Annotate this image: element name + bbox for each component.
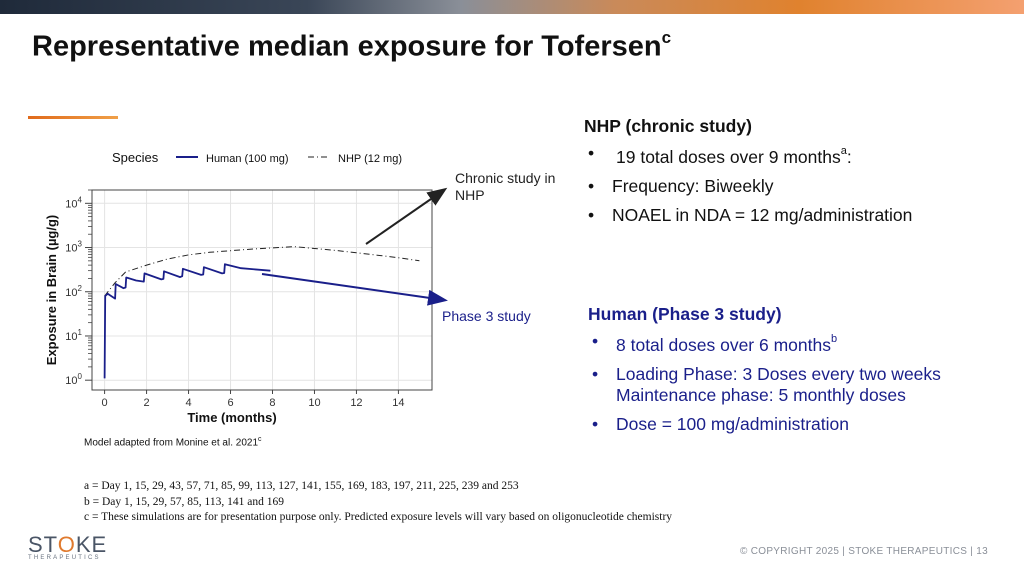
nhp-item-frequency-text: Frequency: Biweekly xyxy=(612,175,774,196)
nhp-callout-label: Chronic study in NHP xyxy=(455,170,555,204)
series-line-human xyxy=(103,263,271,379)
nhp-item-frequency: • Frequency: Biweekly xyxy=(584,176,912,197)
y-axis-label: Exposure in Brain (µg/g) xyxy=(44,215,59,366)
footnote-b: b = Day 1, 15, 29, 57, 85, 113, 141 and … xyxy=(84,495,284,508)
nhp-panel: NHP (chronic study) • 19 total doses over… xyxy=(584,116,912,234)
stoke-logo-word: STOKE xyxy=(28,532,107,558)
x-tick-label: 6 xyxy=(227,397,233,409)
x-tick-label: 10 xyxy=(308,397,320,409)
human-item-dose: • Dose = 100 mg/administration xyxy=(588,414,941,435)
bullet-dot: • xyxy=(592,413,599,434)
legend-title: Species xyxy=(112,150,159,165)
nhp-item-doses-sup: a xyxy=(840,145,847,157)
y-tick-label: 103 xyxy=(65,240,82,255)
bullet-dot: • xyxy=(588,175,595,196)
y-tick-label: 104 xyxy=(65,195,82,210)
footnotes: a = Day 1, 15, 29, 43, 57, 71, 85, 99, 1… xyxy=(84,479,672,526)
footnote-c: c = These simulations are for presentati… xyxy=(84,511,673,523)
series-line-nhp xyxy=(104,246,420,297)
human-panel: Human (Phase 3 study) • 8 total doses ove… xyxy=(588,304,941,443)
slide-title-sup: c xyxy=(661,28,672,47)
footnote-a: a = Day 1, 15, 29, 43, 57, 71, 85, 99, 1… xyxy=(84,480,519,492)
model-note: Model adapted from Monine et al. 2021c xyxy=(84,436,262,448)
chart-plot-area: 0 2 4 6 8 10 12 14 100 101 102 103 104 Time (months) E… xyxy=(44,189,433,425)
footer-copyright: © COPYRIGHT 2025 | STOKE THERAPEUTICS | … xyxy=(739,546,988,557)
bullet-dot: • xyxy=(588,143,595,163)
human-item-doses-text: 8 total doses over 6 months xyxy=(616,334,831,355)
human-panel-heading: Human (Phase 3 study) xyxy=(588,304,782,324)
slide-title: Representative median exposure for Tofer… xyxy=(32,28,672,64)
y-tick-label: 102 xyxy=(65,284,82,299)
logo-word-o: O xyxy=(57,532,76,557)
logo-word-end: KE xyxy=(75,532,108,557)
y-tick-label: 101 xyxy=(65,328,82,343)
nhp-item-noael: • NOAEL in NDA = 12 mg/administration xyxy=(584,205,912,226)
y-tick-label: 100 xyxy=(65,372,82,387)
stoke-logo-sub: THERAPEUTICS xyxy=(28,555,101,561)
nhp-item-doses: • 19 total doses over 9 monthsa: xyxy=(584,143,912,168)
human-callout-label: Phase 3 study xyxy=(442,308,531,324)
plot-background xyxy=(92,190,432,390)
x-tick-label: 0 xyxy=(102,397,108,409)
bullet-dot: • xyxy=(588,204,595,225)
chart-legend: Species Human (100 mg) NHP (12 mg) xyxy=(112,150,402,165)
logo-word-start: ST xyxy=(28,532,58,557)
x-tick-label: 8 xyxy=(269,397,275,409)
human-panel-list: • 8 total doses over 6 monthsb • Loading P… xyxy=(588,331,941,435)
nhp-callout-line1: Chronic study in xyxy=(455,170,556,186)
nhp-item-noael-text: NOAEL in NDA = 12 mg/administration xyxy=(612,204,913,225)
human-item-doses-sup: b xyxy=(830,333,838,345)
model-note-text: Model adapted from Monine et al. 2021 xyxy=(84,437,258,449)
stoke-logo: STOKE THERAPEUTICS xyxy=(28,532,107,561)
human-item-doses: • 8 total doses over 6 monthsb xyxy=(588,331,941,356)
nhp-panel-heading: NHP (chronic study) xyxy=(584,116,752,136)
x-tick-label: 4 xyxy=(185,397,191,409)
x-axis-label: Time (months) xyxy=(187,410,276,425)
nhp-panel-list: • 19 total doses over 9 monthsa: • Frequen… xyxy=(584,143,912,226)
human-item-maintenance-text: Maintenance phase: 5 monthly doses xyxy=(616,384,906,405)
human-item-phases: • Loading Phase: 3 Doses every two weeks M… xyxy=(588,364,941,406)
nhp-callout-line2: NHP xyxy=(455,187,485,203)
x-tick-label: 12 xyxy=(350,397,362,409)
bullet-dot: • xyxy=(592,363,599,384)
x-tick-label: 2 xyxy=(144,397,150,409)
accent-rule xyxy=(28,116,118,119)
x-tick-label: 14 xyxy=(392,397,404,409)
slide-title-text: Representative median exposure for Tofer… xyxy=(32,30,662,63)
legend-label-human: Human (100 mg) xyxy=(206,153,289,165)
bullet-dot: • xyxy=(592,331,599,351)
nhp-item-doses-suffix: : xyxy=(846,146,852,167)
model-note-sup: c xyxy=(258,436,262,443)
top-gradient-bar xyxy=(0,0,1024,14)
nhp-item-doses-text: 19 total doses over 9 months xyxy=(616,146,841,167)
human-item-loading-text: Loading Phase: 3 Doses every two weeks xyxy=(616,363,941,384)
legend-label-nhp: NHP (12 mg) xyxy=(338,153,402,165)
human-item-dose-text: Dose = 100 mg/administration xyxy=(616,413,849,434)
